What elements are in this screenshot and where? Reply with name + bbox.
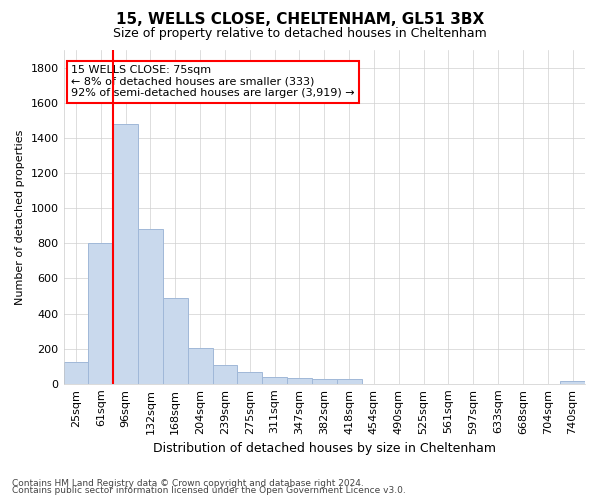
Bar [287,378,312,384]
Bar [188,348,212,384]
Bar [238,372,262,384]
Bar [212,366,238,384]
Bar [560,381,585,384]
Bar [138,229,163,384]
Text: 15 WELLS CLOSE: 75sqm
← 8% of detached houses are smaller (333)
92% of semi-deta: 15 WELLS CLOSE: 75sqm ← 8% of detached h… [71,65,355,98]
Bar [64,362,88,384]
Bar [163,298,188,384]
Text: Contains HM Land Registry data © Crown copyright and database right 2024.: Contains HM Land Registry data © Crown c… [12,478,364,488]
Text: Contains public sector information licensed under the Open Government Licence v3: Contains public sector information licen… [12,486,406,495]
Text: 15, WELLS CLOSE, CHELTENHAM, GL51 3BX: 15, WELLS CLOSE, CHELTENHAM, GL51 3BX [116,12,484,28]
X-axis label: Distribution of detached houses by size in Cheltenham: Distribution of detached houses by size … [153,442,496,455]
Text: Size of property relative to detached houses in Cheltenham: Size of property relative to detached ho… [113,28,487,40]
Bar [262,377,287,384]
Bar [88,244,113,384]
Bar [113,124,138,384]
Bar [337,380,362,384]
Y-axis label: Number of detached properties: Number of detached properties [15,129,25,304]
Bar [312,378,337,384]
